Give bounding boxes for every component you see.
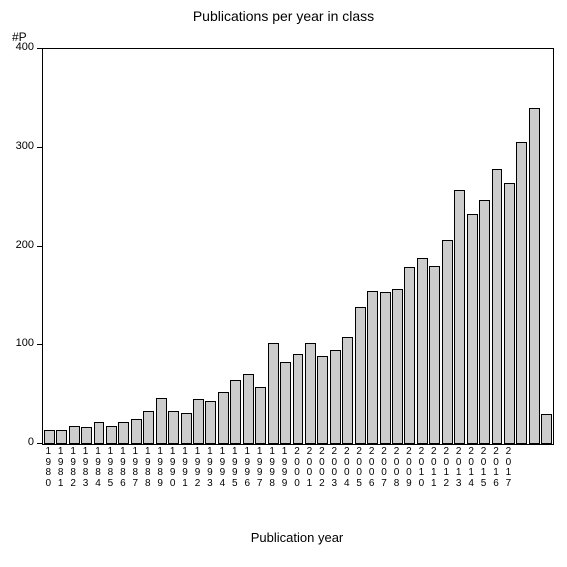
x-tick-label: 2 0 1 4: [465, 447, 477, 489]
x-tick-label: 1 9 8 2: [67, 447, 79, 489]
x-tick-label: 1 9 9 2: [191, 447, 203, 489]
bar: [442, 240, 453, 444]
bar: [516, 142, 527, 444]
y-tick-label: 300: [0, 140, 34, 152]
x-tick-label: 1 9 9 0: [166, 447, 178, 489]
x-tick-label: 1 9 8 4: [92, 447, 104, 489]
bar: [56, 430, 67, 444]
bar: [392, 289, 403, 444]
x-tick-label: 2 0 1 1: [428, 447, 440, 489]
x-tick-label: 1 9 9 8: [266, 447, 278, 489]
bar: [367, 291, 378, 444]
bars-group: [43, 49, 553, 444]
x-tick-label: 2 0 0 6: [365, 447, 377, 489]
bar: [467, 214, 478, 444]
x-tick-label: 1 9 9 4: [216, 447, 228, 489]
x-tick-label: 2 0 0 3: [328, 447, 340, 489]
y-tick-mark: [37, 443, 42, 444]
y-tick-label: 200: [0, 239, 34, 251]
bar: [355, 307, 366, 444]
bar: [106, 426, 117, 444]
x-tick-label: 2 0 0 2: [316, 447, 328, 489]
bar: [118, 422, 129, 444]
bar: [168, 411, 179, 444]
x-tick-label: 1 9 9 5: [229, 447, 241, 489]
x-tick-label: 2 0 0 5: [353, 447, 365, 489]
x-tick-label: 1 9 8 5: [104, 447, 116, 489]
bar: [417, 258, 428, 444]
x-tick-label: 1 9 8 1: [54, 447, 66, 489]
x-tick-label: 1 9 8 7: [129, 447, 141, 489]
y-tick-label: 100: [0, 337, 34, 349]
bar: [143, 411, 154, 444]
x-tick-label: 1 9 9 9: [278, 447, 290, 489]
bar: [305, 343, 316, 444]
chart-container: Publications per year in class #P 010020…: [0, 0, 567, 567]
bar: [131, 419, 142, 444]
x-tick-label: 1 9 8 6: [117, 447, 129, 489]
bar: [255, 387, 266, 444]
bar: [541, 414, 552, 444]
bar: [69, 426, 80, 444]
bar: [293, 354, 304, 444]
bar: [193, 399, 204, 444]
x-tick-label: 2 0 1 0: [415, 447, 427, 489]
y-tick-mark: [37, 246, 42, 247]
x-tick-label: 2 0 0 0: [291, 447, 303, 489]
bar: [404, 267, 415, 444]
y-tick-label: 400: [0, 41, 34, 53]
x-tick-label: 1 9 9 3: [204, 447, 216, 489]
bar: [81, 427, 92, 444]
x-tick-label: 1 9 9 7: [253, 447, 265, 489]
y-tick-mark: [37, 147, 42, 148]
y-tick-mark: [37, 48, 42, 49]
bar: [317, 356, 328, 444]
x-tick-label: 2 0 0 1: [303, 447, 315, 489]
bar: [218, 392, 229, 444]
bar: [230, 380, 241, 444]
x-tick-label: 1 9 9 6: [241, 447, 253, 489]
x-tick-label: 2 0 0 4: [341, 447, 353, 489]
x-tick-label: 1 9 9 1: [179, 447, 191, 489]
x-tick-label: 2 0 0 7: [378, 447, 390, 489]
bar: [429, 266, 440, 444]
bar: [330, 350, 341, 444]
bar: [181, 413, 192, 444]
bar: [280, 362, 291, 444]
x-tick-label: 2 0 0 8: [390, 447, 402, 489]
bar: [492, 169, 503, 444]
bar: [268, 343, 279, 444]
plot-area: [42, 48, 554, 445]
x-tick-label: 1 9 8 8: [142, 447, 154, 489]
bar: [454, 190, 465, 444]
chart-title: Publications per year in class: [0, 8, 567, 24]
bar: [479, 200, 490, 444]
bar: [94, 422, 105, 444]
x-axis-label: Publication year: [42, 530, 552, 545]
bar: [529, 108, 540, 444]
x-tick-label: 2 0 1 6: [490, 447, 502, 489]
x-tick-label: 2 0 1 7: [502, 447, 514, 489]
x-tick-label: 1 9 8 0: [42, 447, 54, 489]
bar: [342, 337, 353, 444]
y-tick-label: 0: [0, 436, 34, 448]
bar: [44, 430, 55, 444]
x-tick-label: 2 0 1 2: [440, 447, 452, 489]
x-tick-label: 2 0 1 5: [477, 447, 489, 489]
bar: [156, 398, 167, 444]
x-tick-label: 1 9 8 9: [154, 447, 166, 489]
x-tick-label: 1 9 8 3: [79, 447, 91, 489]
bar: [380, 292, 391, 444]
bar: [243, 374, 254, 444]
y-tick-mark: [37, 344, 42, 345]
x-tick-label: 2 0 1 3: [452, 447, 464, 489]
bar: [504, 183, 515, 444]
bar: [205, 401, 216, 444]
x-tick-label: 2 0 0 9: [403, 447, 415, 489]
